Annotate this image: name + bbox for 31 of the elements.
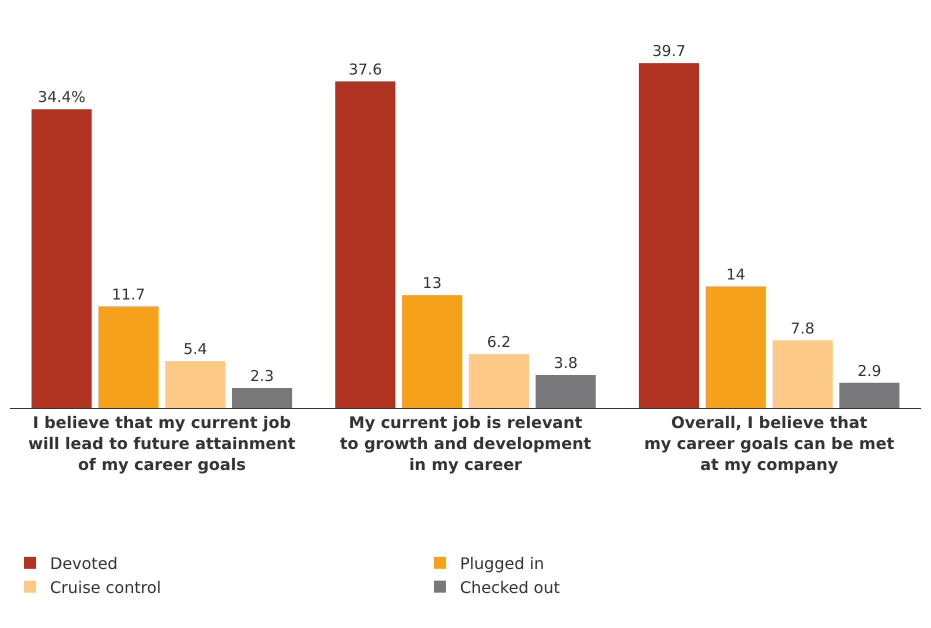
data-label: 3.8: [554, 354, 578, 372]
bar: [706, 286, 766, 408]
bar: [232, 388, 292, 408]
bar: [638, 63, 700, 408]
data-label: 37.6: [348, 60, 382, 78]
data-label: 34.4%: [38, 88, 86, 106]
bar: [32, 109, 92, 408]
x-tick-label: Overall, I believe that my career goals can be met at my company: [644, 413, 895, 474]
data-label: 11.7: [112, 285, 146, 304]
bar: [772, 340, 833, 408]
data-label: 13: [422, 274, 442, 292]
bar: [335, 81, 396, 408]
data-label: 7.8: [790, 319, 814, 338]
bar: [402, 295, 462, 408]
bar: [536, 374, 596, 408]
x-tick-label: My current job is relevant to growth and development in my career: [340, 413, 592, 474]
data-label: 39.7: [652, 42, 686, 60]
bar: [468, 354, 529, 408]
data-label: 14: [726, 265, 746, 284]
data-label: 5.4: [183, 340, 208, 358]
bar: [98, 306, 158, 408]
data-label: 2.9: [857, 362, 882, 380]
bar: [165, 361, 226, 408]
legend-label: Checked out: [460, 578, 560, 597]
legend-label: Plugged in: [460, 554, 544, 574]
bar: [839, 382, 900, 408]
data-label: 2.3: [250, 367, 274, 386]
data-label: 6.2: [486, 333, 511, 352]
x-tick-label: I believe that my current job will lead to future attainment of my career goals: [28, 413, 296, 474]
legend-label: Cruise control: [50, 578, 162, 597]
legend-label: Devoted: [50, 554, 118, 574]
